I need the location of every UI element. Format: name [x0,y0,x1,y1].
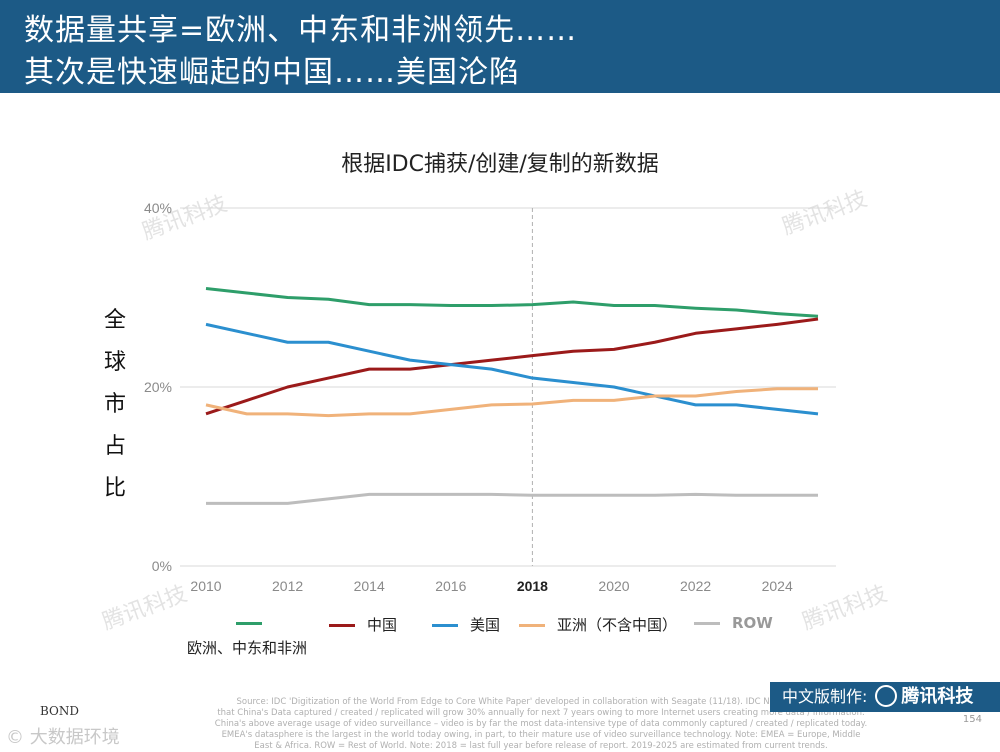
y-tick-label: 20% [144,379,172,395]
credit-label: 中文版制作: [782,687,868,706]
y-axis-title-char: 全 [103,308,126,333]
x-tick-label: 2020 [598,578,629,594]
bond-logo: BOND [40,704,79,718]
x-tick-label: 2014 [354,578,385,594]
y-axis-title-char: 市 [103,392,126,417]
x-tick-label: 2012 [272,578,303,594]
legend-item-row: ROW [694,614,773,632]
legend-swatch-asia [519,624,545,627]
legend-item-china: 中国 [329,614,397,635]
series-line [205,322,819,416]
x-tick-label: 2010 [190,578,221,594]
chart-title: 根据IDC捕获/创建/复制的新数据 [341,152,659,177]
legend-item-emea [236,614,274,632]
legend-item-us: 美国 [432,614,500,635]
x-tick-label: 2018 [517,578,548,594]
legend-label-china: 中国 [367,616,398,634]
legend-swatch-china [329,624,355,627]
y-axis-title-char: 占 [103,434,126,459]
slide-title-line-1: 数据量共享=欧洲、中东和非洲领先…… [24,13,578,48]
series-line [206,492,818,505]
source-line: East & Africa. ROW = Rest of World. Note… [254,741,828,751]
series-line [205,287,819,318]
page-number: 154 [962,714,982,725]
series-line [205,387,818,418]
source-note: Source: IDC 'Digitization of the World F… [196,697,886,752]
source-line: Source: IDC 'Digitization of the World F… [236,697,846,707]
legend-label-us: 美国 [470,616,501,634]
source-line: EMEA's datasphere is the largest in the … [221,730,861,740]
slide-header: 数据量共享=欧洲、中东和非洲领先…… 其次是快速崛起的中国……美国沦陷 [0,0,1000,93]
credit-banner: 中文版制作: 腾讯科技 [770,682,1000,712]
bottom-watermark: © 大数据环境 [6,727,120,748]
legend-swatch-emea [236,622,262,625]
y-tick-label: 40% [144,200,172,216]
series-line [205,317,819,416]
x-tick-label: 2024 [762,578,793,594]
credit-brand: 腾讯科技 [901,686,974,707]
legend-label-asia: 亚洲（不含中国） [557,616,678,634]
x-tick-label: 2022 [680,578,711,594]
tencent-logo-icon [875,685,898,707]
y-axis-title-char: 比 [103,476,126,501]
legend-swatch-us [432,624,458,627]
legend-label-emea: 欧洲、中东和非洲 [187,639,308,657]
legend-label-row: ROW [732,614,773,632]
y-axis-title-char: 球 [103,350,126,375]
source-line: China's above average usage of video sur… [214,719,868,729]
y-axis-title: 全 球 市 占 比 [100,300,130,510]
x-tick-label: 2016 [435,578,466,594]
legend-swatch-row [694,622,720,625]
y-tick-label: 0% [152,558,172,574]
legend-item-asia: 亚洲（不含中国） [519,614,677,635]
slide-title-line-2: 其次是快速崛起的中国……美国沦陷 [24,55,520,90]
source-line: that China's Data captured / created / r… [217,708,865,718]
